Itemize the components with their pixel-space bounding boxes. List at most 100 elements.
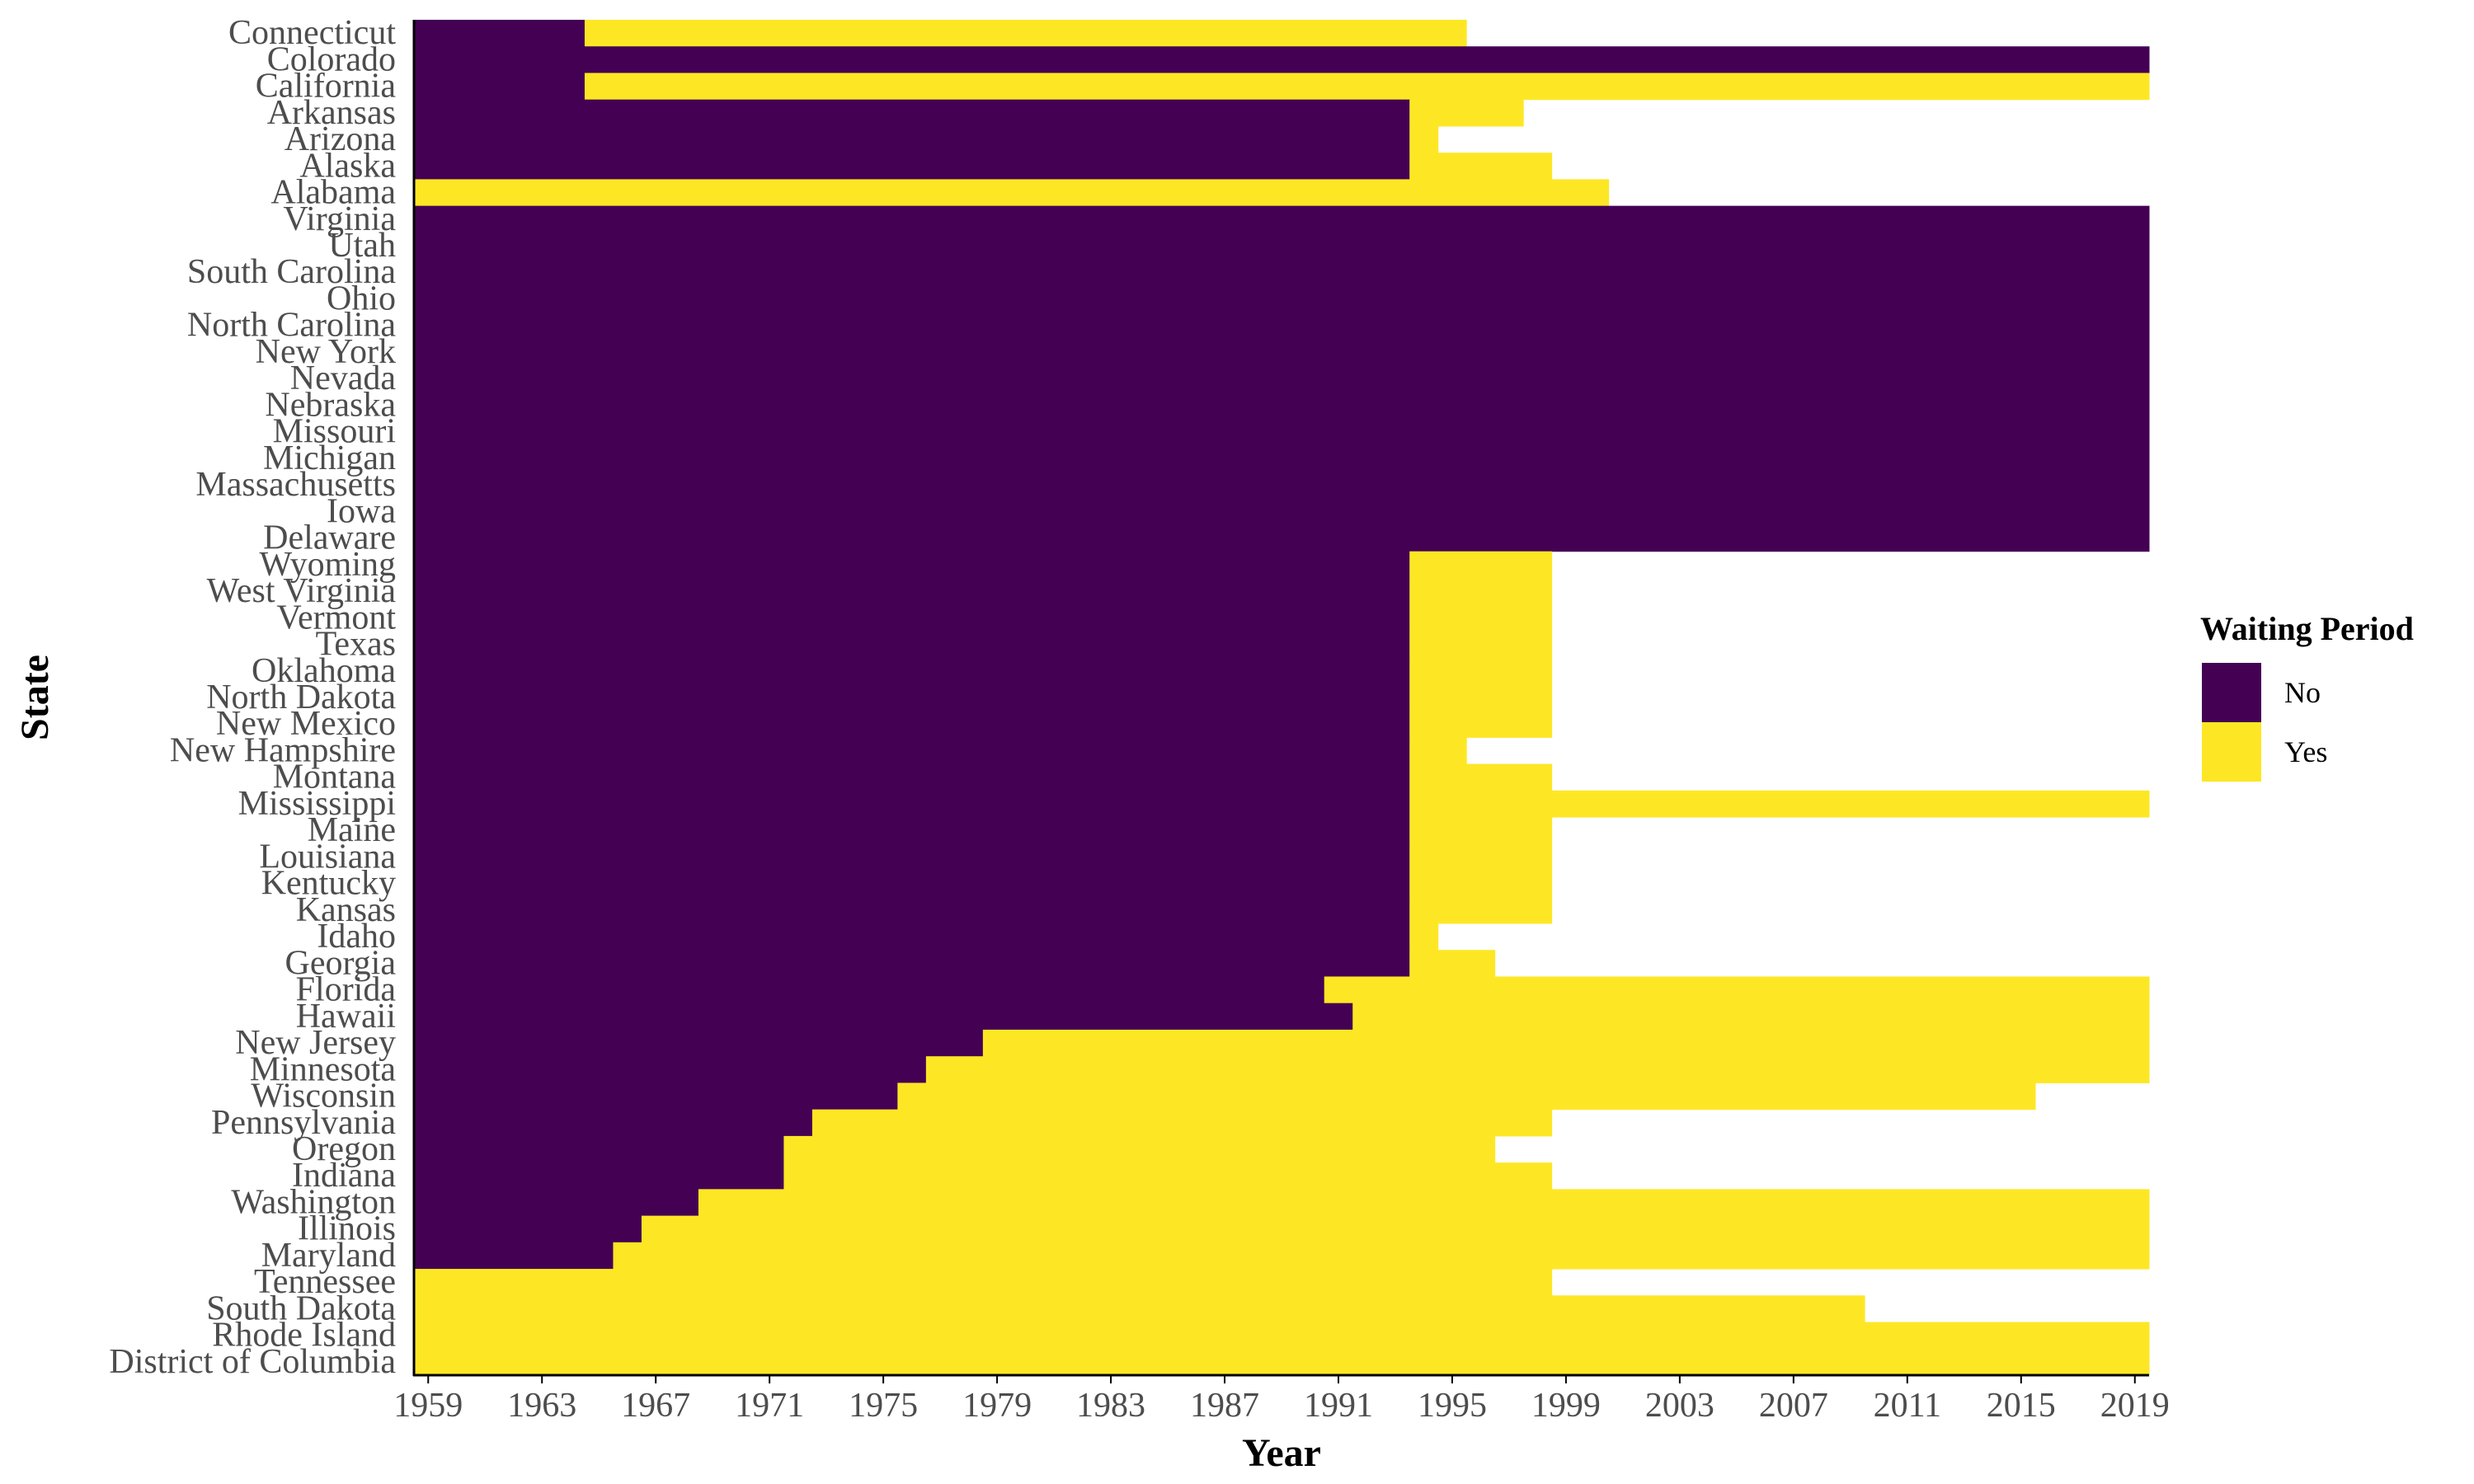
tile-florida-0	[414, 976, 1325, 1004]
state-label-nebraska: Nebraska	[265, 386, 396, 424]
tile-new-hampshire-0	[414, 737, 1410, 765]
heatmap-tiles	[414, 20, 2150, 1376]
state-label-west-virginia: West Virginia	[207, 572, 397, 610]
tile-illinois-0	[414, 1215, 642, 1243]
tile-louisiana-1	[1409, 843, 1553, 871]
tile-connecticut-0	[414, 20, 586, 47]
tile-new-mexico-1	[1409, 711, 1553, 738]
tile-arizona-1	[1409, 125, 1439, 153]
state-label-georgia: Georgia	[285, 944, 396, 982]
state-label-louisiana: Louisiana	[259, 838, 396, 876]
state-label-missouri: Missouri	[273, 413, 396, 451]
tile-oregon-1	[783, 1135, 1496, 1163]
legend: Waiting Period No Yes	[2200, 610, 2414, 782]
state-label-maine: Maine	[308, 811, 396, 849]
tile-louisiana-0	[414, 843, 1410, 871]
tile-mississippi-1	[1409, 790, 2150, 818]
tile-georgia-1	[1409, 950, 1496, 977]
tile-minnesota-1	[925, 1056, 2150, 1083]
state-label-idaho: Idaho	[317, 918, 396, 956]
state-label-minnesota: Minnesota	[250, 1050, 397, 1088]
state-label-illinois: Illinois	[298, 1210, 396, 1248]
tile-virginia-0	[414, 205, 2150, 233]
x-tick-label-1999: 1999	[1531, 1387, 1601, 1425]
state-label-indiana: Indiana	[292, 1157, 396, 1195]
tile-missouri-0	[414, 418, 2150, 446]
tile-texas-1	[1409, 631, 1553, 659]
tile-hawaii-1	[1352, 1003, 2150, 1031]
tile-illinois-1	[641, 1215, 2150, 1243]
tile-new-hampshire-1	[1409, 737, 1467, 765]
tile-kentucky-1	[1409, 870, 1553, 898]
tile-michigan-0	[414, 444, 2150, 472]
state-label-alabama: Alabama	[270, 174, 396, 212]
tile-alaska-1	[1409, 153, 1553, 180]
tile-rhode-island-0	[414, 1322, 2150, 1350]
tile-new-jersey-1	[982, 1029, 2150, 1057]
x-tick-label-1971: 1971	[735, 1387, 804, 1425]
tile-new-york-0	[414, 338, 2150, 366]
tile-arkansas-1	[1409, 99, 1524, 127]
tile-district-of-columbia-0	[414, 1348, 2150, 1376]
state-label-iowa: Iowa	[327, 492, 396, 530]
tile-wisconsin-0	[414, 1082, 898, 1111]
tile-wyoming-1	[1409, 551, 1553, 579]
tile-texas-0	[414, 631, 1410, 659]
state-label-kentucky: Kentucky	[261, 865, 396, 903]
state-label-south-carolina: South Carolina	[187, 253, 397, 291]
tile-hawaii-0	[414, 1003, 1353, 1031]
state-label-maryland: Maryland	[261, 1237, 396, 1275]
tile-california-1	[584, 73, 2150, 101]
state-label-district-of-columbia: District of Columbia	[109, 1343, 396, 1381]
state-label-colorado: Colorado	[267, 40, 396, 78]
year-axis-ticks: 1959 1963 1967 1971 1975 1979 1983 1987 1991 1995…	[393, 1375, 2170, 1425]
tile-kansas-1	[1409, 896, 1553, 924]
tile-kentucky-0	[414, 870, 1410, 898]
state-label-new-york: New York	[256, 333, 396, 371]
tile-washington-1	[698, 1189, 2150, 1217]
x-tick-label-1995: 1995	[1418, 1387, 1487, 1425]
state-label-michigan: Michigan	[263, 439, 396, 477]
state-label-washington: Washington	[231, 1183, 396, 1221]
y-axis-title: State	[13, 655, 57, 740]
x-tick-label-2011: 2011	[1874, 1387, 1941, 1425]
x-tick-label-1979: 1979	[962, 1387, 1032, 1425]
tile-oklahoma-0	[414, 657, 1410, 685]
state-label-delaware: Delaware	[263, 519, 396, 557]
tile-west-virginia-1	[1409, 577, 1553, 605]
state-label-nevada: Nevada	[290, 359, 397, 397]
tile-nevada-0	[414, 365, 2150, 392]
state-label-ohio: Ohio	[327, 279, 396, 317]
state-label-new-hampshire: New Hampshire	[170, 731, 396, 769]
legend-title: Waiting Period	[2200, 610, 2414, 647]
tile-pennsylvania-1	[811, 1109, 1553, 1137]
state-label-montana: Montana	[273, 758, 397, 796]
tile-montana-0	[414, 763, 1410, 791]
tile-colorado-0	[414, 46, 2150, 73]
state-label-oregon: Oregon	[292, 1130, 396, 1168]
tile-iowa-0	[414, 498, 2150, 525]
state-label-hawaii: Hawaii	[296, 998, 396, 1036]
state-label-oklahoma: Oklahoma	[252, 652, 396, 690]
tile-maine-1	[1409, 817, 1553, 844]
state-label-utah: Utah	[328, 227, 396, 265]
state-label-florida: Florida	[296, 971, 397, 1009]
state-label-rhode-island: Rhode Island	[212, 1317, 396, 1355]
state-label-arkansas: Arkansas	[267, 94, 396, 132]
tile-utah-0	[414, 232, 2150, 260]
tile-alaska-0	[414, 153, 1410, 180]
state-label-new-jersey: New Jersey	[235, 1024, 396, 1062]
tile-north-carolina-0	[414, 312, 2150, 340]
tile-maine-0	[414, 817, 1410, 844]
tile-new-mexico-0	[414, 711, 1410, 738]
tile-delaware-0	[414, 524, 2150, 552]
x-axis-title: Year	[1242, 1431, 1321, 1475]
x-tick-label-1991: 1991	[1304, 1387, 1373, 1425]
state-label-south-dakota: South Dakota	[206, 1289, 396, 1327]
tile-kansas-0	[414, 896, 1410, 924]
tile-massachusetts-0	[414, 472, 2150, 499]
tile-minnesota-0	[414, 1056, 927, 1083]
legend-label-no: No	[2284, 676, 2321, 709]
state-label-mississippi: Mississippi	[238, 785, 396, 823]
